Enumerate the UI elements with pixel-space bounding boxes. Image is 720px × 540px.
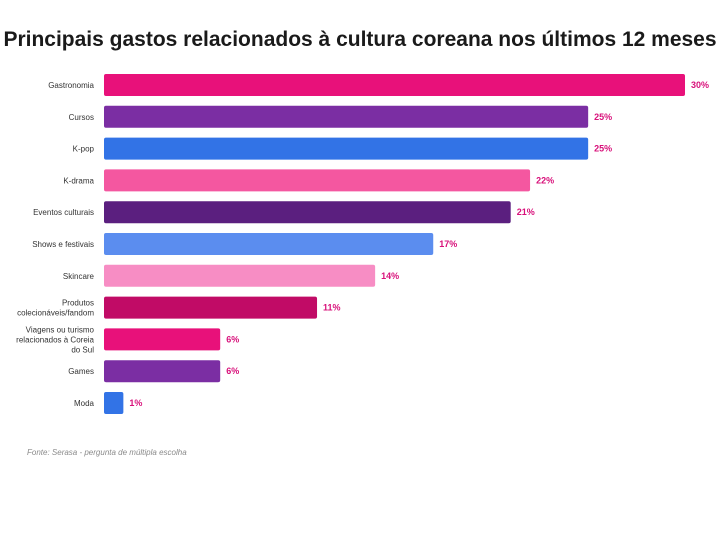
category-label-line: Produtos: [62, 299, 94, 308]
category-label-line: Skincare: [63, 272, 95, 281]
bar-0: [104, 74, 685, 96]
bar-8: [104, 328, 221, 351]
value-label-3: 22%: [536, 175, 554, 185]
category-label-10: Moda: [74, 399, 95, 408]
category-label-line: Viagens ou turismo: [26, 325, 95, 334]
bar-3: [104, 169, 531, 192]
category-label-line: Cursos: [69, 113, 94, 122]
category-label-line: Shows e festivais: [32, 240, 94, 249]
bar-7: [104, 296, 318, 319]
value-label-0: 30%: [691, 80, 709, 90]
bar-10: [104, 392, 124, 414]
bar-1: [104, 105, 589, 128]
category-label-line: Gastronomia: [48, 81, 94, 90]
bar-6: [104, 264, 376, 287]
value-label-7: 11%: [323, 303, 341, 313]
category-label-line: K-drama: [63, 176, 94, 185]
bar-5: [104, 233, 434, 255]
value-label-1: 25%: [594, 112, 612, 122]
category-label-line: colecionáveis/fandom: [17, 309, 94, 318]
category-label-8: Viagens ou turismo relacionados à Coreia d…: [16, 325, 94, 354]
category-label-9: Games: [68, 367, 94, 376]
category-label-3: K-drama: [63, 176, 94, 185]
category-label-0: Gastronomia: [48, 81, 94, 90]
category-label-1: Cursos: [69, 113, 94, 122]
category-label-line: relacionados à Coreia: [16, 335, 94, 344]
category-label-5: Shows e festivais: [32, 240, 94, 249]
value-label-2: 25%: [594, 144, 612, 154]
category-label-line: Eventos culturais: [33, 208, 94, 217]
bar-2: [104, 137, 589, 160]
value-label-8: 6%: [226, 334, 239, 344]
category-label-6: Skincare: [63, 272, 95, 281]
value-label-6: 14%: [381, 271, 399, 281]
value-label-10: 1%: [129, 398, 142, 408]
category-label-7: Produtos colecionáveis/fandom: [17, 299, 94, 318]
category-label-2: K-pop: [73, 145, 95, 154]
category-label-line: do Sul: [71, 345, 94, 354]
value-label-5: 17%: [439, 239, 457, 249]
category-label-4: Eventos culturais: [33, 208, 94, 217]
category-label-line: Moda: [74, 399, 95, 408]
bar-4: [104, 201, 511, 224]
source-note: Fonte: Serasa - pergunta de múltipla esc…: [27, 448, 187, 457]
bar-9: [104, 360, 221, 383]
category-label-line: K-pop: [73, 145, 95, 154]
chart-title: Principais gastos relacionados à cultura…: [3, 28, 717, 51]
value-label-4: 21%: [517, 207, 535, 217]
category-label-line: Games: [68, 367, 94, 376]
value-label-9: 6%: [226, 366, 239, 376]
